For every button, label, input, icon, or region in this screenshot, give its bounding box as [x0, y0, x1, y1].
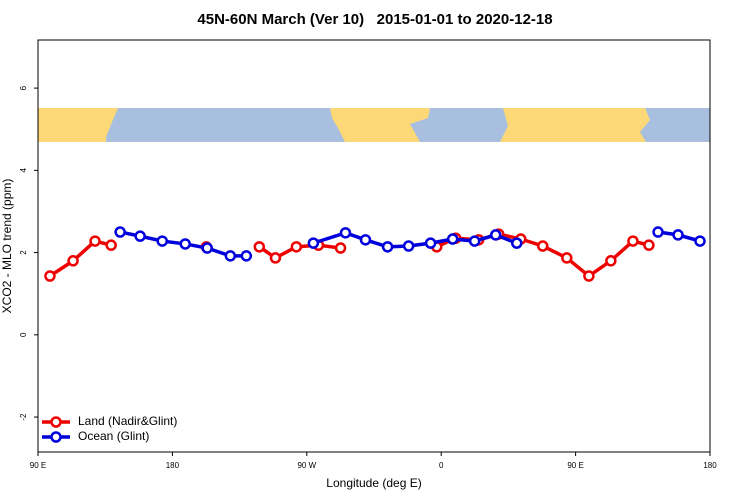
data-point — [307, 237, 320, 249]
data-point — [44, 270, 56, 282]
x-tick-label: 0 — [439, 461, 444, 470]
data-point — [605, 255, 617, 267]
data-point — [89, 235, 101, 247]
data-point — [67, 255, 79, 267]
legend-marker — [50, 431, 62, 443]
data-point — [224, 250, 237, 262]
legend: Land (Nadir&Glint)Ocean (Glint) — [42, 414, 177, 443]
data-point — [201, 242, 213, 254]
data-point — [269, 252, 282, 264]
data-point — [424, 237, 437, 249]
x-tick-label: 180 — [703, 461, 717, 470]
data-point — [652, 226, 664, 238]
data-point — [489, 229, 502, 241]
y-axis-label: XCO2 - MLO trend (ppm) — [0, 179, 14, 314]
data-point — [179, 238, 191, 250]
legend-marker — [50, 416, 62, 428]
y-tick-label: 2 — [19, 250, 28, 255]
data-point — [511, 237, 523, 249]
y-tick-label: 0 — [19, 332, 28, 337]
data-point — [114, 226, 126, 238]
data-point — [561, 252, 573, 264]
data-point — [339, 227, 352, 239]
x-tick-label: 90 W — [297, 461, 316, 470]
y-tick-label: 6 — [19, 85, 28, 90]
data-point — [156, 235, 168, 247]
data-point — [643, 239, 655, 251]
data-point — [402, 240, 415, 252]
map-band — [38, 108, 710, 142]
data-point — [468, 235, 481, 247]
data-point — [105, 239, 117, 251]
legend-label: Land (Nadir&Glint) — [78, 414, 177, 428]
y-tick-label: 4 — [19, 168, 28, 173]
data-point — [672, 229, 684, 241]
x-axis-label: Longitude (deg E) — [326, 476, 421, 490]
x-tick-label: 90 E — [567, 461, 583, 470]
data-point — [536, 240, 549, 252]
data-point — [240, 250, 253, 262]
data-point — [446, 233, 459, 245]
data-point — [694, 235, 706, 247]
data-point — [627, 235, 639, 247]
y-tick-label: -2 — [19, 413, 28, 421]
x-tick-label: 180 — [166, 461, 180, 470]
data-point — [290, 241, 303, 253]
plot-frame — [37, 39, 711, 453]
data-point — [359, 234, 372, 246]
chart-title: 45N-60N March (Ver 10) 2015-01-01 to 202… — [197, 11, 552, 28]
data-point — [583, 270, 595, 282]
data-point — [134, 230, 146, 242]
data-point — [253, 241, 266, 253]
data-point — [381, 241, 394, 253]
x-tick-label: 90 E — [30, 461, 46, 470]
data-point — [334, 242, 347, 254]
legend-label: Ocean (Glint) — [78, 429, 149, 443]
